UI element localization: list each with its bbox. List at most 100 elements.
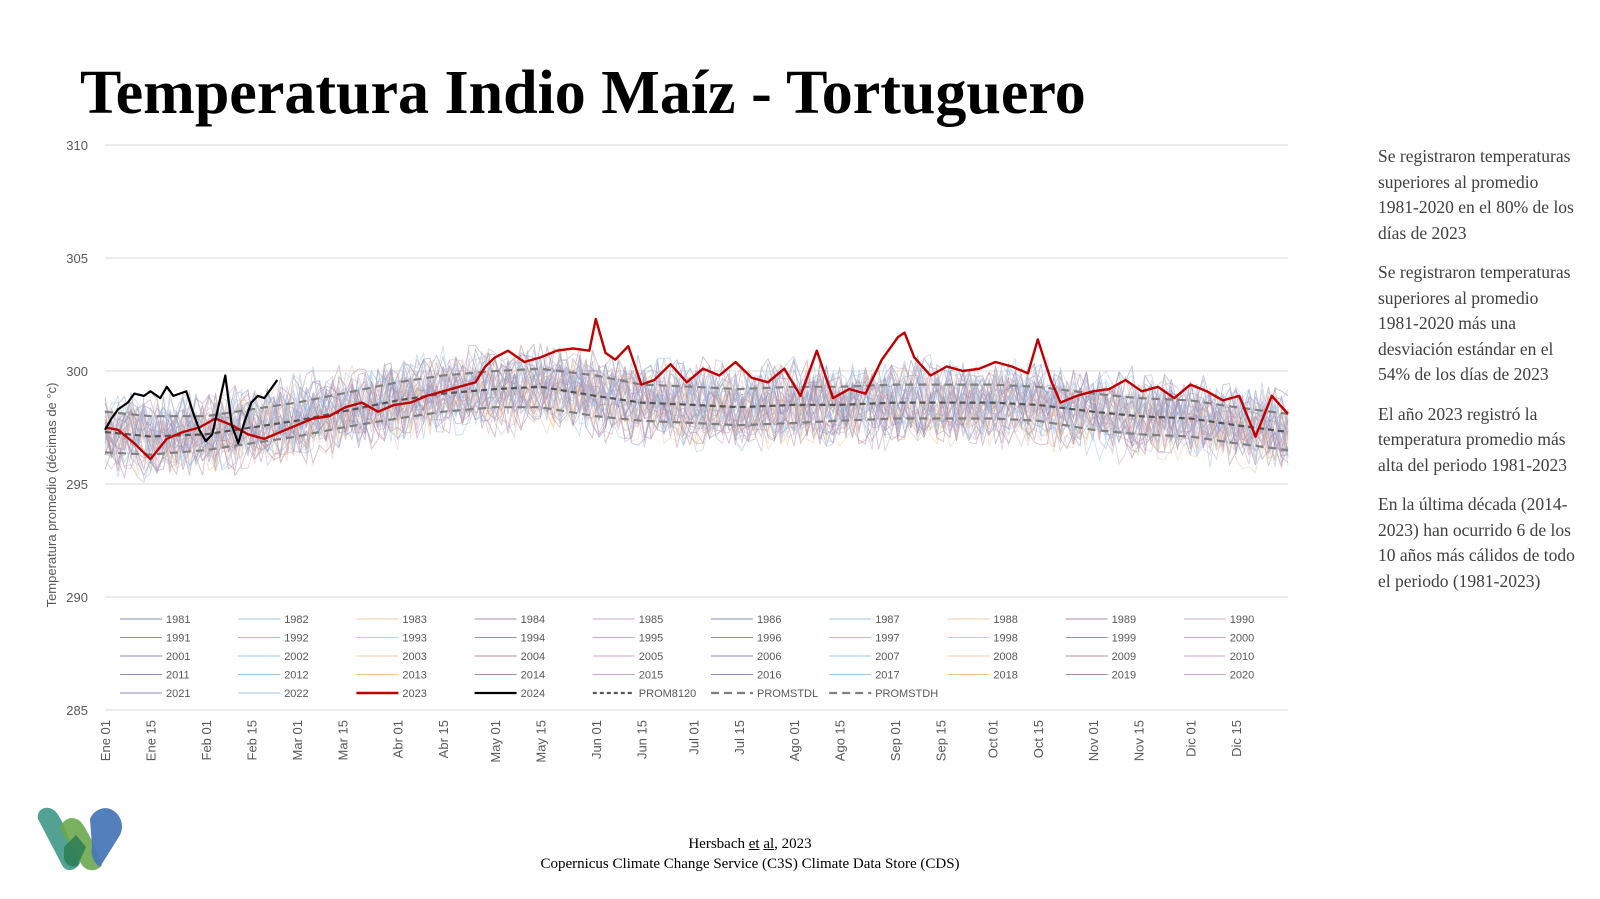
y-tick-label: 305: [66, 251, 88, 266]
legend-label: 1993: [402, 633, 426, 645]
x-tick-label: Oct 15: [1031, 720, 1046, 758]
series-line-2017: [104, 354, 1289, 457]
y-tick-label: 300: [66, 364, 88, 379]
legend-label: 2002: [284, 651, 308, 663]
legend-label: 2024: [521, 688, 545, 700]
citation-year: , 2023: [774, 836, 812, 852]
legend-label: 2001: [166, 651, 190, 663]
legend-label: 2007: [875, 651, 899, 663]
x-tick-label: May 15: [534, 720, 549, 763]
page-title: Temperatura Indio Maíz - Tortuguero: [80, 59, 1086, 127]
legend-label: 1992: [284, 633, 308, 645]
x-tick-label: Feb 15: [244, 720, 259, 760]
note-1: Se registraron temperaturas superiores a…: [1378, 146, 1574, 243]
note-3: El año 2023 registró la temperatura prom…: [1378, 403, 1568, 475]
legend-label: 2020: [1230, 670, 1254, 682]
x-tick-label: Jun 01: [589, 720, 604, 759]
legend-label: 1995: [639, 633, 663, 645]
legend-label: 1987: [875, 614, 899, 626]
legend-label: 2014: [521, 670, 545, 682]
x-tick-label: Jul 15: [732, 720, 747, 755]
legend-label: 1991: [166, 633, 190, 645]
series-line-2014: [104, 357, 1289, 476]
x-tick-label: Nov 01: [1086, 720, 1101, 761]
y-axis-ticks: 285 290 295 300 305 310: [66, 138, 88, 718]
legend-label: 2003: [402, 651, 426, 663]
x-tick-label: Mar 15: [335, 720, 350, 760]
legend-label: 2022: [284, 688, 308, 700]
legend-label: 2021: [166, 688, 190, 700]
legend-label: 1986: [757, 614, 781, 626]
legend-label: 2009: [1112, 651, 1136, 663]
legend-label: 2013: [402, 670, 426, 682]
x-axis-ticks: Ene 01 Ene 15 Feb 01 Feb 15 Mar 01 Mar 15 Abr …: [98, 720, 1244, 763]
legend-label: 2015: [639, 670, 663, 682]
grid-lines: [105, 144, 1288, 711]
series-lines: [104, 317, 1289, 483]
series-line-2021: [104, 359, 1289, 477]
legend-label: PROMSTDH: [875, 688, 938, 700]
citation-line-1: Hersbach et al, 2023: [500, 834, 1000, 854]
legend-label: 2004: [521, 651, 545, 663]
legend-label: 1983: [402, 614, 426, 626]
y-tick-label: 295: [66, 477, 88, 492]
legend-label: 2023: [402, 688, 426, 700]
legend-label: 2017: [875, 670, 899, 682]
series-line-PROMSTDL: [104, 406, 1289, 456]
note-2: Se registraron temperaturas superiores a…: [1378, 262, 1571, 384]
legend-label: 2012: [284, 670, 308, 682]
series-line-2012: [104, 358, 1289, 463]
x-tick-label: Abr 15: [436, 720, 451, 758]
legend-label: 1994: [521, 633, 545, 645]
legend-label: 2016: [757, 670, 781, 682]
x-tick-label: Jun 15: [634, 720, 649, 759]
legend-label: 1984: [521, 614, 545, 626]
x-tick-label: Ene 15: [144, 720, 159, 761]
legend-label: 1997: [875, 633, 899, 645]
x-tick-label: Ene 01: [98, 720, 113, 761]
legend-label: 1996: [757, 633, 781, 645]
x-tick-label: Feb 01: [199, 720, 214, 760]
x-tick-label: Ago 01: [787, 720, 802, 761]
legend-label: 2019: [1112, 670, 1136, 682]
x-tick-label: Nov 15: [1132, 720, 1147, 761]
temperature-line-chart: 285 290 295 300 305 310 Temperatura promedio …: [44, 138, 1289, 763]
series-line-2018: [104, 355, 1289, 473]
x-tick-label: Ago 15: [833, 720, 848, 761]
legend-label: 2011: [166, 670, 190, 682]
series-line-2020: [104, 350, 1289, 461]
legend-label: 1985: [639, 614, 663, 626]
legend-label: 2005: [639, 651, 663, 663]
x-tick-label: Dic 01: [1184, 720, 1199, 757]
x-tick-label: Mar 01: [290, 720, 305, 760]
x-tick-label: Oct 01: [985, 720, 1000, 758]
legend-label: 2008: [993, 651, 1017, 663]
legend-label: 1998: [993, 633, 1017, 645]
legend-label: 2018: [993, 670, 1017, 682]
citation-al: al: [763, 836, 775, 852]
legend-label: 2010: [1230, 651, 1254, 663]
w-logo-icon: [37, 807, 122, 871]
citation-author: Hersbach: [688, 836, 745, 852]
citation-et: et: [748, 836, 760, 852]
y-axis-label: Temperatura promedio (décimas de °c): [44, 383, 59, 608]
legend-label: 1981: [166, 614, 190, 626]
y-tick-label: 285: [66, 703, 88, 718]
series-line-2024: [104, 374, 279, 445]
series-line-PROMSTDH: [104, 367, 1289, 418]
series-line-PROM8120: [104, 385, 1289, 438]
legend-label: 1989: [1112, 614, 1136, 626]
x-tick-label: Sep 01: [888, 720, 903, 761]
citation-line-2: Copernicus Climate Change Service (C3S) …: [540, 856, 960, 872]
note-4: En la última década (2014-2023) han ocur…: [1378, 494, 1575, 591]
legend-label: 2006: [757, 651, 781, 663]
y-tick-label: 310: [66, 138, 88, 153]
notes-panel: Se registraron temperaturas superiores a…: [1378, 144, 1583, 608]
x-tick-label: Abr 01: [391, 720, 406, 758]
legend-label: 2000: [1230, 633, 1254, 645]
legend-label: 1990: [1230, 614, 1254, 626]
series-line-2023: [104, 317, 1289, 461]
x-tick-label: May 01: [488, 720, 503, 763]
source-citation: Hersbach et al, 2023 Copernicus Climate …: [500, 834, 1000, 874]
y-tick-label: 290: [66, 590, 88, 605]
